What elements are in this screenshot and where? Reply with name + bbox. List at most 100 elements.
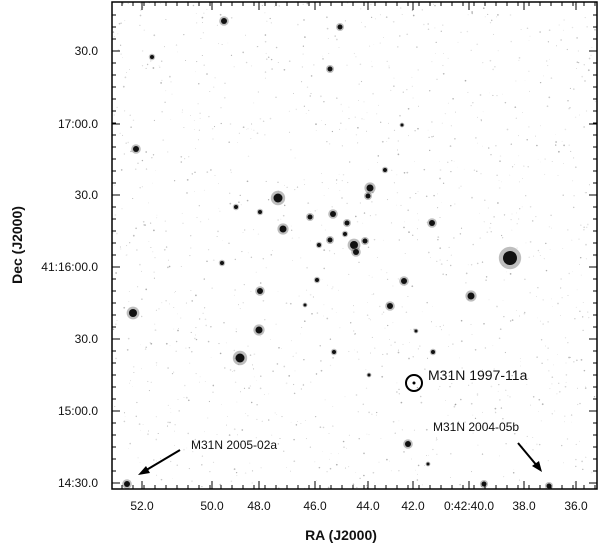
noise-speck (338, 453, 339, 455)
noise-speck (139, 461, 141, 463)
noise-speck (416, 46, 418, 48)
noise-speck (152, 154, 155, 156)
noise-speck (296, 421, 298, 423)
noise-speck (290, 149, 292, 151)
noise-speck (264, 319, 266, 321)
noise-speck (396, 174, 398, 176)
noise-speck (261, 420, 263, 422)
noise-speck (349, 161, 351, 163)
noise-speck (565, 374, 568, 376)
noise-speck (407, 107, 410, 110)
noise-speck (450, 205, 452, 207)
noise-speck (154, 329, 157, 331)
noise-speck (331, 308, 333, 310)
noise-speck (419, 345, 421, 347)
noise-speck (274, 412, 276, 414)
noise-speck (562, 462, 564, 464)
noise-speck (404, 253, 406, 254)
noise-speck (251, 123, 253, 125)
noise-speck (428, 89, 431, 92)
noise-speck (585, 258, 587, 260)
noise-speck (583, 228, 585, 231)
noise-speck (563, 19, 565, 21)
noise-speck (230, 169, 232, 171)
noise-speck (326, 141, 328, 143)
noise-speck (559, 287, 562, 289)
noise-speck (154, 323, 156, 325)
noise-speck (152, 251, 154, 253)
noise-speck (251, 364, 254, 366)
star (353, 249, 359, 255)
noise-speck (441, 329, 442, 331)
noise-speck (389, 339, 390, 340)
noise-speck (269, 17, 271, 20)
star (362, 238, 368, 244)
noise-speck (295, 424, 298, 426)
noise-speck (463, 168, 465, 170)
noise-speck (175, 350, 177, 353)
noise-speck (426, 221, 428, 223)
noise-speck (271, 68, 273, 70)
noise-speck (151, 157, 153, 159)
noise-speck (242, 231, 244, 233)
noise-speck (577, 403, 579, 406)
noise-speck (198, 129, 200, 131)
noise-speck (238, 304, 240, 306)
noise-speck (216, 236, 218, 237)
noise-speck (531, 220, 534, 222)
noise-speck (551, 413, 554, 415)
noise-speck (275, 323, 277, 325)
noise-speck (122, 134, 124, 136)
noise-speck (492, 94, 494, 97)
noise-speck (120, 169, 123, 171)
noise-speck (265, 180, 267, 182)
noise-speck (266, 58, 268, 60)
noise-speck (322, 450, 324, 452)
noise-speck (524, 79, 526, 81)
noise-speck (221, 44, 223, 45)
noise-speck (188, 156, 190, 158)
noise-speck (294, 370, 296, 372)
noise-speck (166, 151, 169, 153)
noise-speck (336, 38, 338, 41)
noise-speck (587, 69, 590, 72)
noise-speck (386, 353, 388, 355)
noise-speck (242, 126, 245, 129)
noise-speck (329, 467, 332, 470)
noise-speck (509, 320, 512, 322)
noise-speck (381, 365, 383, 368)
noise-speck (200, 38, 202, 39)
noise-speck (123, 153, 126, 155)
noise-speck (392, 20, 395, 23)
noise-speck (448, 334, 450, 336)
noise-speck (167, 266, 169, 269)
noise-speck (180, 155, 183, 158)
y-tick-label: 41:16:00.0 (41, 260, 98, 274)
noise-speck (208, 400, 210, 403)
noise-speck (526, 27, 529, 29)
noise-speck (288, 110, 290, 112)
noise-speck (276, 414, 278, 416)
noise-speck (257, 45, 259, 48)
noise-speck (470, 263, 473, 266)
noise-speck (194, 438, 196, 440)
noise-speck (579, 310, 581, 313)
noise-speck (199, 376, 201, 378)
noise-speck (170, 119, 172, 120)
noise-speck (372, 92, 374, 95)
noise-speck (565, 381, 567, 383)
noise-speck (175, 340, 178, 343)
noise-speck (485, 279, 487, 282)
noise-speck (192, 4, 195, 7)
noise-speck (181, 111, 183, 113)
noise-speck (497, 202, 499, 204)
noise-speck (177, 313, 178, 315)
y-axis: 30.0 17:00.0 30.0 41:16:00.0 30.0 15:00.… (9, 44, 98, 490)
noise-speck (358, 438, 360, 440)
noise-speck (194, 337, 196, 340)
noise-speck (217, 230, 219, 233)
noise-speck (547, 347, 549, 349)
noise-speck (529, 35, 531, 37)
noise-speck (306, 266, 308, 269)
noise-speck (175, 291, 176, 292)
